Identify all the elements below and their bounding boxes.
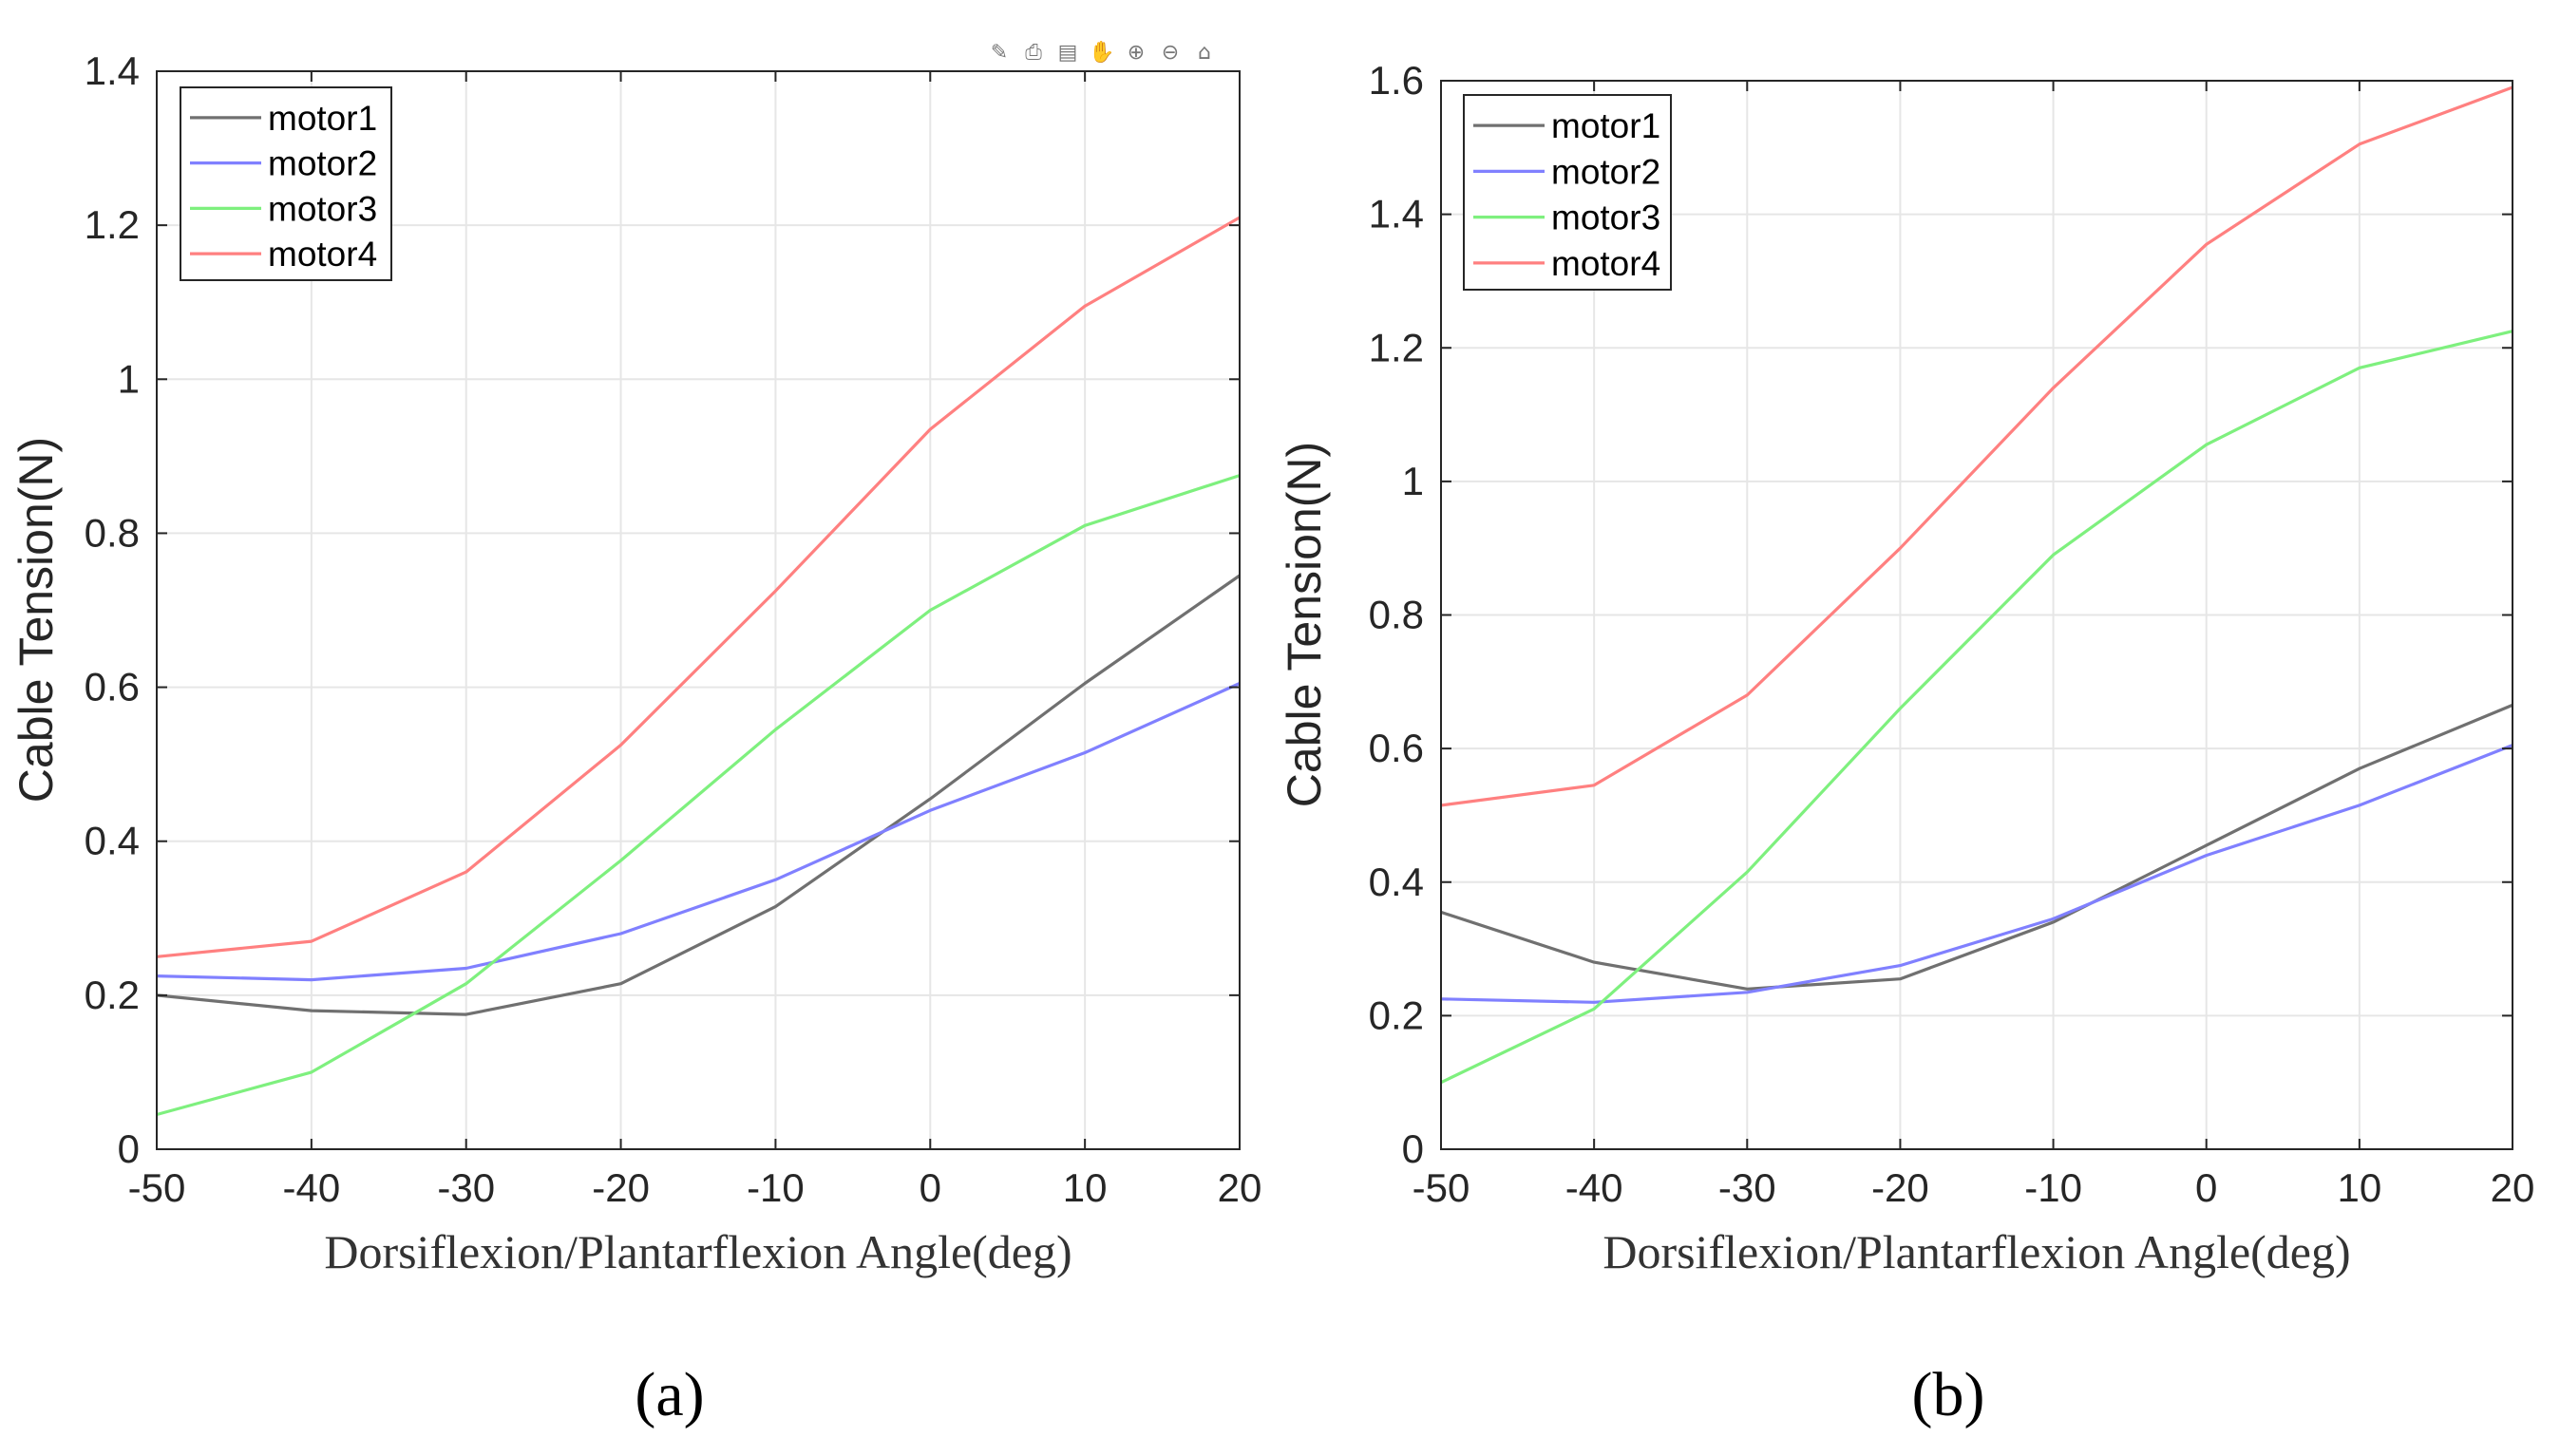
y-tick-label: 1.2 [1369,325,1424,369]
x-tick-label: -40 [1565,1165,1623,1210]
y-tick-label: 0.2 [85,973,140,1017]
y-tick-label: 1 [1402,459,1424,503]
chart-panel-b: -50 -40 -30 -20 -10 0 10 20 0 0.2 0.4 0.6 0.8 1 1.2 1.4… [1278,58,2534,1429]
series-line-motor2 [156,682,1241,982]
y-tick-label: 0.6 [1369,726,1424,770]
legend-label-motor3: motor3 [1551,199,1660,237]
x-tick-label: -50 [128,1165,186,1210]
x-tick-label: -50 [1413,1165,1470,1210]
series-line-motor3 [156,474,1241,1117]
legend-label-motor4: motor4 [268,235,377,274]
home-icon[interactable]: ⌂ [1198,41,1211,65]
x-tick-label: -10 [2024,1165,2082,1210]
x-tick-label: 20 [1218,1165,1262,1210]
axes-toolbar: ✎ ⎙ ▤ ✋ ⊕ ⊖ ⌂ [991,40,1211,65]
x-axis-label: Dorsiflexion/Plantarflexion Angle(deg) [1602,1225,2350,1278]
x-tick-label: -20 [1871,1165,1929,1210]
y-tick-label: 1.6 [1369,58,1424,103]
legend-box [180,86,392,281]
legend-label-motor1: motor1 [1551,106,1660,145]
series-line-motor4 [1440,85,2513,807]
edit-icon[interactable]: ▤ [1058,41,1078,65]
x-tick-label: -40 [283,1165,341,1210]
pan-icon[interactable]: ✋ [1089,40,1114,65]
legend: motor1 motor2 motor3 motor4 [1463,94,1672,291]
chart-panel-a: -50 -40 -30 -20 -10 0 10 20 0 0.2 0.4 0.6 0.8 1 1.2 1.4… [9,40,1261,1429]
x-tick-label: -20 [592,1165,650,1210]
x-tick-label: 0 [2195,1165,2217,1210]
y-tick-label: 0 [118,1126,140,1171]
legend: motor1 motor2 motor3 motor4 [180,86,392,281]
series-line-motor1 [1440,703,2513,991]
x-tick-label: 10 [1063,1165,1108,1210]
y-tick-label: 0.4 [1369,860,1424,904]
brush-icon[interactable]: ✎ [991,41,1008,65]
series-line-motor2 [1440,744,2513,1004]
legend-box [1463,94,1672,291]
y-tick-label: 1.4 [1369,192,1424,236]
y-tick-label: 1.2 [85,202,140,247]
x-tick-label: 20 [2491,1165,2535,1210]
legend-label-motor2: motor2 [1551,152,1660,191]
panel-label: (b) [1912,1360,1985,1429]
y-tick-label: 0 [1402,1126,1424,1171]
y-tick-label: 0.8 [85,510,140,555]
x-tick-label: -10 [747,1165,805,1210]
legend-label-motor1: motor1 [268,99,377,138]
x-tick-label: -30 [1718,1165,1776,1210]
x-tick-label: -30 [437,1165,495,1210]
series-line-motor3 [1440,330,2513,1085]
y-tick-label: 0.6 [85,665,140,709]
x-tick-label: 10 [2337,1165,2381,1210]
y-axis-label: Cable Tension(N) [1278,442,1331,807]
series-line-motor4 [156,216,1241,958]
y-tick-label: 0.4 [85,819,140,863]
legend-label-motor4: motor4 [1551,244,1660,283]
y-axis-label: Cable Tension(N) [9,437,63,803]
axes-box [156,70,1241,1150]
y-tick-label: 0.2 [1369,993,1424,1037]
y-tick-label: 1.4 [85,48,140,93]
x-tick-label: 0 [920,1165,941,1210]
panel-label: (a) [635,1360,704,1429]
y-tick-label: 0.8 [1369,593,1424,637]
zoom-in-icon[interactable]: ⊕ [1128,41,1145,65]
y-tick-label: 1 [118,356,140,401]
zoom-out-icon[interactable]: ⊖ [1162,41,1179,65]
print-icon[interactable]: ⎙ [1025,41,1042,65]
legend-label-motor2: motor2 [268,144,377,183]
x-axis-label: Dorsiflexion/Plantarflexion Angle(deg) [324,1225,1071,1278]
legend-label-motor3: motor3 [268,189,377,228]
series-line-motor1 [156,574,1241,1016]
